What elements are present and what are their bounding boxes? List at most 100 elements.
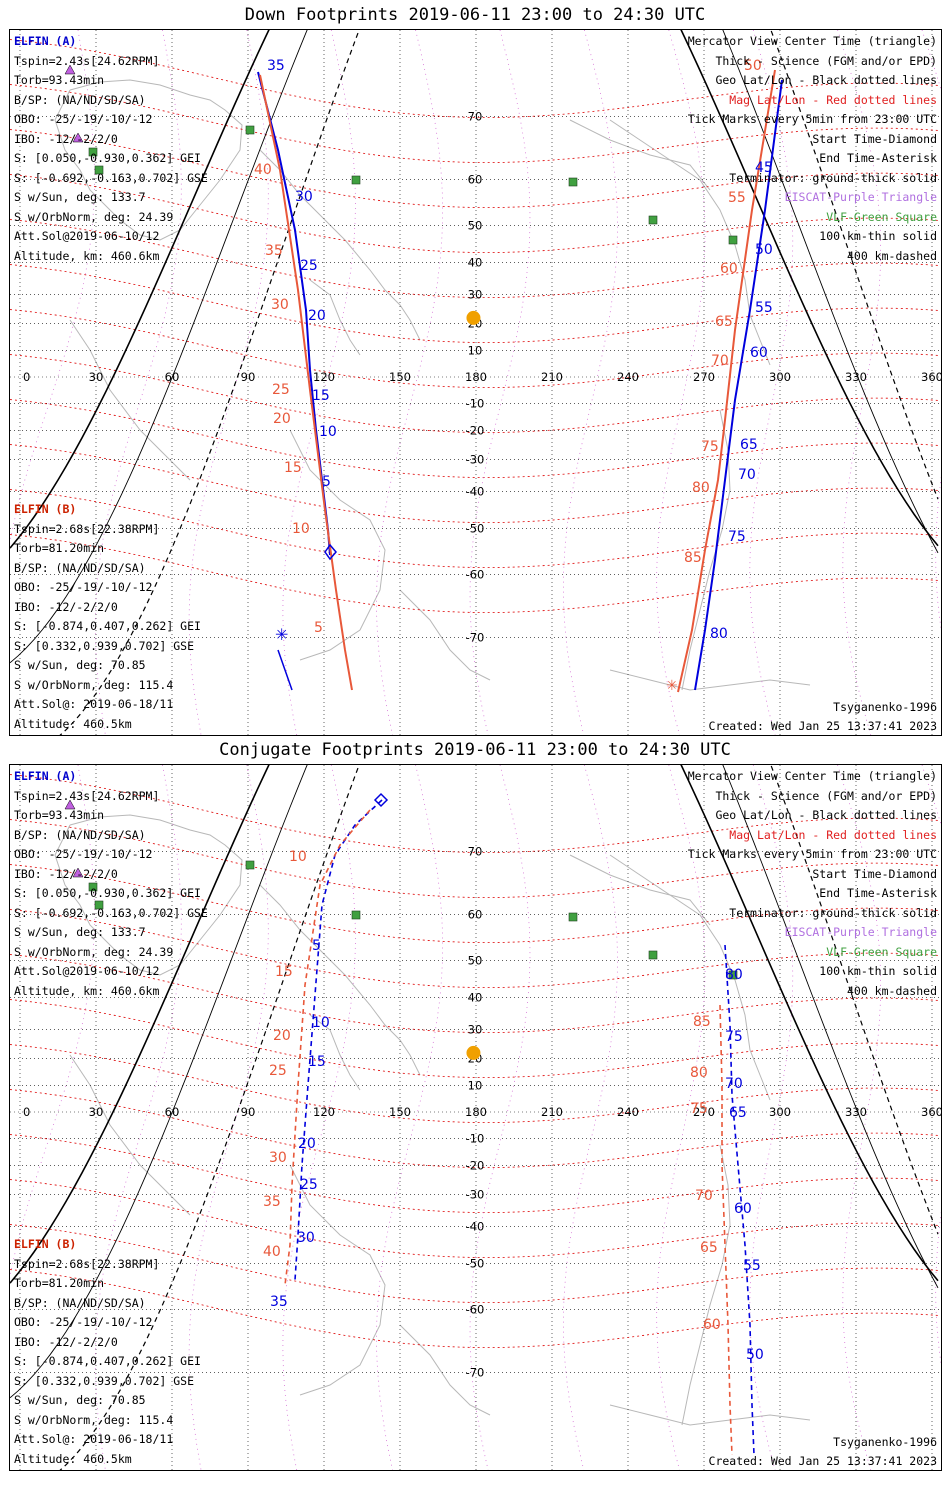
vlf-station-square (568, 912, 578, 922)
lat-tick-label: 60 (468, 907, 483, 921)
legend-entry: EISCAT-Purple Triangle (784, 190, 937, 204)
lon-tick-label: 0 (23, 1105, 30, 1119)
conjugate-footprints-map: 0 30 60 90 120 150 180 210 240 270 300 330 360 70 60 50… (9, 764, 942, 1471)
elfin-b-info: ELFIN (B) Tspin=2.68s[22.38RPM] Torb=81.… (14, 1235, 201, 1469)
elfin-a-tick-label: 80 (725, 967, 743, 983)
elfin-a-tick-label: 50 (755, 242, 773, 258)
start-diamond (373, 792, 389, 808)
mag-meridian (921, 765, 941, 1366)
elfin-b-tick-label: 5 (314, 620, 323, 636)
legend: Mercator View Center Time (triangle) Thi… (688, 32, 937, 266)
elfin-b-tick-label: 20 (273, 411, 291, 427)
elfin-a-tick-label: 35 (270, 1294, 288, 1310)
vlf-station-square (351, 910, 361, 920)
elfin-b-tick-label: 60 (720, 261, 738, 277)
lat-tick-label: -50 (466, 1257, 485, 1271)
elfin-b-tick-label: 70 (695, 1188, 713, 1204)
elfin-a-track-1 (294, 799, 383, 1281)
elfin-b-track-2 (719, 1004, 733, 1456)
vlf-station-square (94, 900, 104, 910)
elfin-b-info: ELFIN (B) Tspin=2.68s[22.38RPM] Torb=81.… (14, 500, 201, 734)
lat-tick-label: 10 (468, 344, 483, 358)
elfin-b-tick-label: 75 (690, 1101, 708, 1117)
legend-entry: VLF-Green Square (826, 944, 937, 959)
lon-tick-label: 330 (845, 1105, 867, 1119)
coastline (259, 149, 421, 341)
elfin-b-param: S: [0.332,0.939,0.702] GSE (14, 1373, 195, 1388)
lat-tick-label: 70 (468, 845, 483, 859)
lat-tick-label: -20 (466, 423, 485, 437)
lon-tick-label: 150 (389, 370, 411, 384)
legend-entry: Start Time-Diamond (812, 866, 937, 881)
elfin-a-tick-label: 20 (308, 308, 326, 324)
lon-tick-label: 360 (921, 1105, 941, 1119)
elfin-b-param: OBO: -25/-19/-10/-12 (14, 580, 153, 594)
lon-tick-label: 120 (313, 1105, 335, 1119)
sun-icon (466, 310, 481, 325)
legend-entry: Geo Lat/Lon - Black dotted lines (715, 73, 937, 87)
elfin-a-param: OBO: -25/-19/-10/-12 (14, 847, 153, 861)
elfin-a-param: B/SP: (NA/ND/SD/SA) (14, 92, 146, 107)
elfin-a-tick-label: 45 (755, 160, 773, 176)
legend: Mercator View Center Time (triangle) Thi… (688, 767, 937, 1001)
elfin-a-track-2 (724, 944, 755, 1456)
lon-tick-label: 210 (541, 370, 563, 384)
elfin-b-param: B/SP: (NA/ND/SD/SA) (14, 560, 146, 575)
coastline (289, 1164, 386, 1396)
elfin-a-track-3 (277, 649, 293, 691)
vlf-station-square (88, 147, 98, 157)
lat-tick-label: 50 (468, 218, 483, 232)
lat-tick-label: -30 (466, 452, 485, 466)
elfin-b-param: Att.Sol@: 2019-06-18/11 (14, 697, 174, 711)
elfin-a-tick-label: 60 (750, 345, 768, 361)
eiscat-triangle (72, 867, 84, 878)
legend-entry: End Time-Asterisk (819, 151, 937, 165)
coastline (609, 669, 811, 691)
coastline (569, 119, 711, 191)
elfin-a-tick-label: 50 (746, 1347, 764, 1363)
lat-tick-label: 50 (468, 953, 483, 967)
elfin-a-param: OBO: -25/-19/-10/-12 (14, 112, 153, 126)
elfin-a-param: S: [0.050,-0.930,0.362] GEI (14, 886, 201, 900)
elfin-a-tick-label: 55 (755, 300, 773, 316)
map-canvas: 0 30 60 90 120 150 180 210 240 270 300 330 360 70 60 50… (10, 765, 941, 1470)
lat-tick-label: -20 (466, 1158, 485, 1172)
created-label: Created: Wed Jan 25 13:37:41 2023 (708, 719, 937, 733)
terminator-100km (10, 765, 939, 1399)
elfin-a-label: ELFIN (A) (14, 34, 77, 48)
elfin-b-param: S w/Sun, deg: 70.85 (14, 658, 146, 672)
coastline (69, 319, 191, 481)
elfin-b-tick-label: 35 (263, 1194, 281, 1210)
lat-tick-label: -10 (466, 1131, 485, 1145)
lon-tick-label: 300 (769, 1105, 791, 1119)
legend-entry: 100 km-thin solid (819, 964, 937, 978)
model-label: Tsyganenko-1996 (833, 700, 937, 714)
elfin-b-track-2 (677, 69, 776, 693)
lon-tick-label: 150 (389, 1105, 411, 1119)
vlf-station-square (88, 882, 98, 892)
coastline (69, 1054, 191, 1216)
elfin-a-param: Torb=93.43min (14, 808, 105, 822)
elfin-a-tick-label: 65 (729, 1105, 747, 1121)
lat-tick-label: -70 (466, 630, 485, 644)
elfin-a-tick-label: 15 (308, 1054, 326, 1070)
elfin-b-param: S: [-0.874,0.407,0.262] GEI (14, 1354, 201, 1368)
mag-parallel (10, 264, 941, 343)
legend-entry: Terminator: ground-thick solid (729, 905, 937, 920)
elfin-b-label: ELFIN (B) (14, 1237, 77, 1251)
terminator-ground (10, 765, 939, 1284)
lon-tick-label: 30 (89, 370, 104, 384)
elfin-b-tick-label: 15 (275, 964, 293, 980)
eiscat-triangle (72, 132, 84, 143)
elfin-a-tick-label: 55 (743, 1258, 761, 1274)
mag-parallel (10, 999, 941, 1078)
elfin-a-param: S w/OrbNorm, deg: 24.39 (14, 944, 174, 959)
mag-meridian (656, 765, 706, 1470)
coastline (399, 589, 491, 681)
elfin-a-param: IBO: -12/-2/2/0 (14, 866, 118, 881)
lat-tick-label: 30 (468, 288, 483, 302)
legend-entry: Terminator: ground-thick solid (729, 170, 937, 185)
elfin-a-tick-label: 25 (300, 1177, 318, 1193)
elfin-b-label: ELFIN (B) (14, 502, 77, 516)
elfin-a-tick-label: 30 (295, 189, 313, 205)
